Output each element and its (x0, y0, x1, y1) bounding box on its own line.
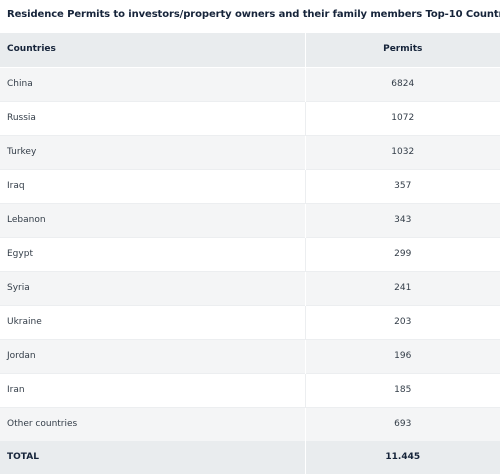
table-row: Iran 185 (0, 372, 500, 408)
total-row: TOTAL 11.445 (0, 441, 500, 474)
header-row: Countries Permits (0, 33, 500, 67)
table-row: Turkey 1032 (0, 134, 500, 169)
permits-cell: 1072 (305, 100, 500, 136)
permits-cell: 693 (305, 406, 500, 441)
country-cell: Iran (0, 372, 306, 408)
permits-cell: 299 (305, 236, 500, 272)
table-body: China 6824 Russia 1072 Turkey 1032 Iraq 357 Leba… (0, 66, 500, 441)
table-row: Ukraine 203 (0, 304, 500, 340)
table-row: Lebanon 343 (0, 202, 500, 237)
permits-cell: 203 (305, 304, 500, 340)
permits-cell: 357 (305, 168, 500, 204)
column-header-permits: Permits (305, 33, 500, 67)
country-cell: Ukraine (0, 304, 306, 340)
country-cell: Other countries (0, 406, 306, 441)
permits-table: Countries Permits China 6824 Russia 1072 Tur… (0, 33, 500, 474)
permits-cell: 1032 (305, 134, 500, 169)
permits-cell: 185 (305, 372, 500, 408)
permits-cell: 241 (305, 270, 500, 305)
table-row: Other countries 693 (0, 406, 500, 441)
country-cell: Jordan (0, 338, 306, 373)
table-row: Iraq 357 (0, 168, 500, 204)
total-label: TOTAL (0, 441, 306, 474)
permits-cell: 196 (305, 338, 500, 373)
country-cell: Syria (0, 270, 306, 305)
country-cell: Iraq (0, 168, 306, 204)
country-cell: Turkey (0, 134, 306, 169)
country-cell: China (0, 66, 306, 101)
country-cell: Russia (0, 100, 306, 136)
country-cell: Lebanon (0, 202, 306, 237)
table-row: Syria 241 (0, 270, 500, 305)
table-title: Residence Permits to investors/property … (7, 9, 500, 20)
table-row: China 6824 (0, 66, 500, 101)
permits-cell: 6824 (305, 66, 500, 101)
table-row: Egypt 299 (0, 236, 500, 272)
total-value: 11.445 (305, 441, 500, 474)
permits-cell: 343 (305, 202, 500, 237)
table-row: Russia 1072 (0, 100, 500, 136)
column-header-countries: Countries (0, 33, 306, 67)
country-cell: Egypt (0, 236, 306, 272)
table-row: Jordan 196 (0, 338, 500, 373)
